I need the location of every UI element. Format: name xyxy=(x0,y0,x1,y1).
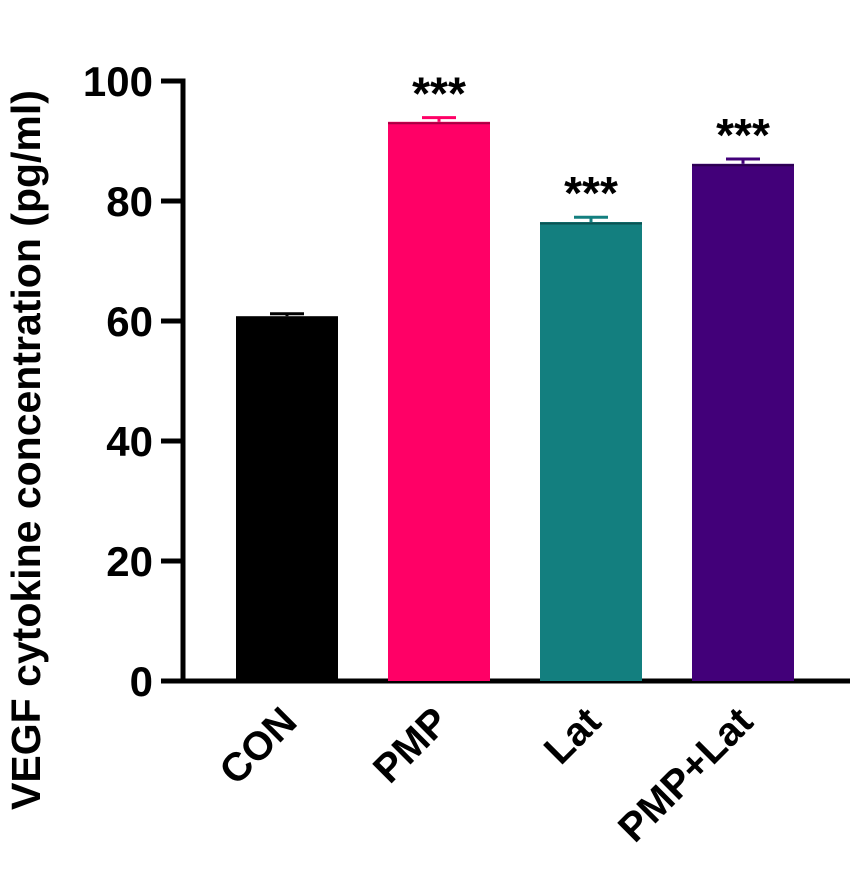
bar xyxy=(692,163,794,682)
bars: CON *** PMP *** Lat *** PMP+Lat xyxy=(211,68,794,851)
y-tick-label: 0 xyxy=(130,658,153,705)
x-tick-label: PMP xyxy=(365,699,457,791)
x-tick-label: CON xyxy=(211,699,305,793)
y-axis-title: VEGF cytokine concentration (pg/ml) xyxy=(3,90,49,810)
y-tick-label: 80 xyxy=(106,178,153,225)
bar xyxy=(236,316,338,681)
y-tick-label: 60 xyxy=(106,298,153,345)
x-tick-label: PMP+Lat xyxy=(610,699,761,850)
significance-label: *** xyxy=(412,68,466,120)
significance-label: *** xyxy=(564,167,618,219)
bar xyxy=(540,222,642,681)
y-tick-label: 40 xyxy=(106,418,153,465)
y-tick-label: 20 xyxy=(106,538,153,585)
bar xyxy=(388,121,490,682)
y-tick-label: 100 xyxy=(83,58,153,105)
x-tick-label: Lat xyxy=(536,699,610,773)
significance-label: *** xyxy=(716,109,770,161)
